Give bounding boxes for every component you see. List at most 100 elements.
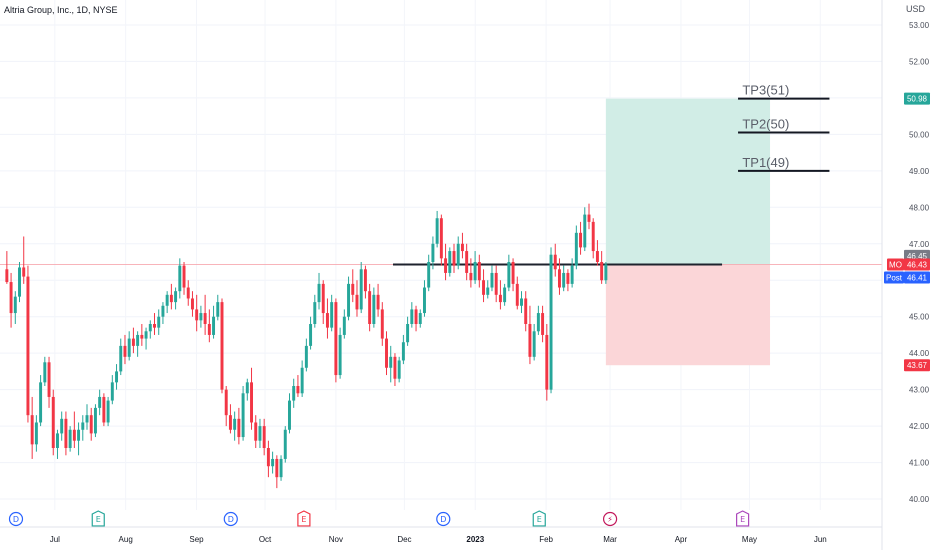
candle-body xyxy=(203,313,207,324)
candle-body xyxy=(330,302,334,328)
lightning-icon[interactable]: ⚡ xyxy=(602,511,618,527)
candle-body xyxy=(266,448,270,467)
candle-body xyxy=(199,313,203,321)
dividend-icon[interactable]: D xyxy=(8,511,24,527)
candle xyxy=(245,378,249,401)
candle-body xyxy=(123,345,127,357)
event-shape xyxy=(736,510,750,527)
candle-body xyxy=(414,309,418,324)
candle-body xyxy=(144,331,148,339)
candle-body xyxy=(13,296,17,314)
y-tick-label: 52.00 xyxy=(909,57,930,66)
candle xyxy=(18,262,21,303)
badge-target-bg xyxy=(904,92,930,105)
candle xyxy=(574,225,578,270)
candle-body xyxy=(515,283,519,306)
x-tick-label: Jun xyxy=(814,535,827,544)
candle-body xyxy=(401,342,405,361)
badge-stop-bg xyxy=(904,359,930,372)
badge-post-bg xyxy=(884,271,904,284)
candle xyxy=(93,404,97,438)
candle-body xyxy=(393,356,397,379)
candle xyxy=(102,393,106,427)
candle xyxy=(131,327,135,354)
candle-body xyxy=(435,218,439,244)
candle xyxy=(507,254,511,292)
y-tick-label: 50.00 xyxy=(909,130,930,139)
time-axis[interactable]: Jul Aug Sep Oct Nov Dec 2023 Feb Mar Apr May Jun xyxy=(0,526,882,544)
earnings-icon[interactable]: E xyxy=(91,510,105,527)
candle xyxy=(228,404,232,434)
badge-last: 46.45 xyxy=(907,252,928,261)
candle-body xyxy=(279,458,283,478)
candle-body xyxy=(507,262,511,288)
candle-body xyxy=(207,324,211,335)
candle-body xyxy=(195,309,199,321)
candle xyxy=(212,305,216,339)
candle-body xyxy=(220,302,224,390)
candle-body xyxy=(574,232,578,266)
candle-body xyxy=(288,400,291,430)
candle-body xyxy=(34,422,38,445)
candle-body xyxy=(591,221,595,252)
event-shape xyxy=(8,511,24,527)
candle-body xyxy=(423,287,426,314)
earnings-icon[interactable]: E xyxy=(297,510,311,527)
candle xyxy=(372,287,376,328)
candle xyxy=(498,280,502,310)
candle xyxy=(579,221,583,255)
candle xyxy=(423,280,426,317)
candle-body xyxy=(334,302,338,376)
candle-body xyxy=(321,283,325,314)
candle xyxy=(5,251,9,284)
candle xyxy=(77,422,81,456)
candle-body xyxy=(338,334,342,376)
candle-body xyxy=(456,243,460,266)
candle xyxy=(380,302,384,346)
candle xyxy=(401,334,405,365)
candle-body xyxy=(325,313,329,328)
candle-body xyxy=(136,334,140,346)
candle-body xyxy=(102,396,106,423)
candle xyxy=(524,291,528,332)
event-glyph: E xyxy=(740,515,745,524)
dividend-icon[interactable]: D xyxy=(223,511,238,527)
candle-body xyxy=(583,214,587,248)
candle-body xyxy=(47,362,51,397)
candle xyxy=(562,265,566,292)
candle-body xyxy=(254,422,258,441)
candle-body xyxy=(376,294,380,310)
candle xyxy=(47,356,51,408)
candle xyxy=(119,338,123,376)
candle xyxy=(313,294,317,328)
candle-body xyxy=(418,313,422,324)
candle-body xyxy=(439,218,443,259)
candle xyxy=(178,258,182,299)
badge-stop: 43.67 xyxy=(907,361,928,370)
candle xyxy=(511,258,515,292)
candle xyxy=(13,291,17,324)
candle xyxy=(85,404,89,430)
candle xyxy=(439,214,443,266)
earnings-icon[interactable]: E xyxy=(532,510,546,527)
dividend-icon[interactable]: D xyxy=(436,511,451,527)
candle-body xyxy=(368,291,372,324)
candle xyxy=(220,298,224,394)
candle xyxy=(347,276,351,321)
badge-target: 50.98 xyxy=(907,95,928,104)
candle-body xyxy=(553,254,557,270)
position-zones xyxy=(605,98,771,366)
candle xyxy=(169,283,173,310)
candle-body xyxy=(131,338,135,346)
candle-body xyxy=(473,262,477,281)
earnings-icon[interactable]: E xyxy=(736,510,750,527)
candle xyxy=(460,232,464,259)
candle-body xyxy=(494,272,498,295)
y-tick-label: 45.00 xyxy=(909,313,930,322)
candle-body xyxy=(389,356,393,368)
candle xyxy=(595,240,599,266)
candle xyxy=(68,426,72,452)
candle xyxy=(317,272,321,310)
candle-body xyxy=(245,382,249,394)
